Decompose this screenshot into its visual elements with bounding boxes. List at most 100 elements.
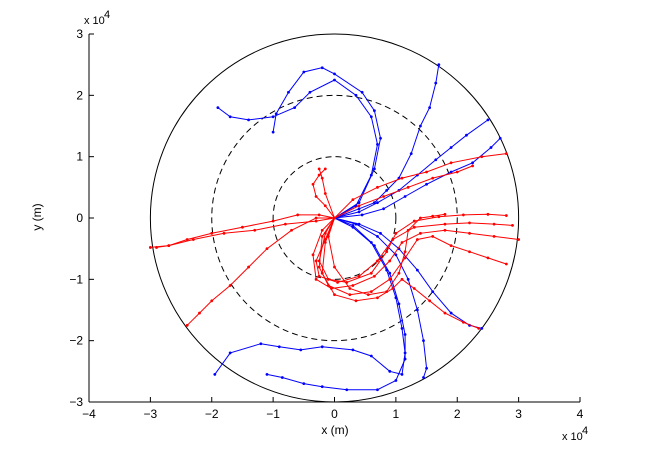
data-point (302, 70, 306, 74)
data-point (388, 259, 392, 263)
x-tick-label: 2 (454, 407, 461, 421)
data-point (428, 299, 432, 303)
data-point (247, 265, 250, 269)
data-point (369, 241, 373, 244)
data-point (336, 281, 339, 284)
data-point (351, 198, 355, 202)
data-point (348, 293, 352, 297)
data-point (394, 296, 398, 300)
series-line (334, 217, 428, 378)
series-red-20 (326, 212, 447, 297)
x-tick-label: 4 (577, 407, 584, 421)
x-axis-label: x (m) (321, 423, 348, 437)
data-point (287, 90, 290, 94)
data-point (422, 376, 425, 379)
data-point (323, 241, 327, 244)
y-tick-label: 0 (76, 211, 83, 225)
data-point (333, 216, 336, 220)
data-point (314, 259, 318, 263)
data-point (360, 213, 364, 217)
x-tick-label: −3 (144, 407, 158, 421)
data-point (333, 293, 336, 297)
data-point (376, 143, 379, 146)
data-point (388, 277, 392, 281)
data-point (382, 207, 385, 211)
data-point (314, 219, 318, 223)
data-point (504, 214, 508, 217)
data-point (400, 241, 404, 244)
data-point (320, 228, 324, 232)
series-red-17 (317, 212, 508, 284)
data-point (155, 246, 158, 249)
y-tick-label: 2 (76, 88, 83, 102)
data-point (320, 345, 324, 349)
series-red-12 (155, 216, 336, 249)
data-point (443, 222, 447, 226)
data-point (326, 277, 330, 281)
data-point (486, 212, 490, 216)
y-axis-label: y (m) (30, 203, 44, 230)
data-point (280, 376, 284, 379)
data-point (437, 63, 441, 67)
data-point (403, 256, 407, 260)
data-point (290, 228, 293, 232)
data-point (406, 228, 410, 232)
data-point (403, 250, 407, 254)
y-exponent-label: x 10 4 (84, 9, 110, 27)
data-point (333, 265, 336, 269)
data-point (314, 277, 318, 281)
data-point (314, 216, 318, 220)
data-point (299, 348, 303, 352)
svg-text:x 10: x 10 (84, 15, 105, 27)
data-point (357, 204, 361, 208)
data-point (480, 327, 484, 330)
data-point (320, 66, 324, 70)
circle-middle (211, 94, 458, 342)
data-point (253, 228, 257, 232)
data-point (492, 235, 496, 238)
data-point (504, 152, 508, 156)
data-point (385, 268, 389, 272)
series-red-15 (333, 164, 474, 220)
series-red-11 (185, 216, 336, 327)
data-point (317, 167, 321, 171)
data-point (415, 238, 419, 241)
data-point (394, 379, 398, 382)
data-point (228, 351, 232, 355)
data-point (431, 235, 435, 238)
data-point (357, 207, 361, 211)
data-point (265, 373, 269, 376)
data-point (271, 219, 275, 223)
data-point (348, 287, 352, 290)
data-point (391, 287, 395, 290)
data-point (489, 146, 493, 149)
data-point (468, 231, 471, 235)
data-point (210, 231, 214, 235)
data-point (317, 213, 321, 217)
data-point (345, 388, 349, 392)
data-point (247, 118, 250, 122)
x-exponent-label: x 10 4 (562, 425, 588, 443)
circle-inner (272, 156, 397, 280)
svg-text:4: 4 (104, 9, 110, 21)
data-point (323, 192, 327, 195)
data-point (498, 136, 502, 140)
data-point (216, 106, 220, 109)
data-point (409, 152, 413, 156)
data-point (274, 112, 278, 116)
y-tick-label: −1 (69, 272, 83, 286)
data-point (302, 382, 306, 385)
data-point (397, 271, 401, 275)
data-point (366, 293, 370, 297)
data-point (385, 250, 389, 254)
series-blue-6 (265, 216, 407, 392)
x-tick-label: 3 (515, 407, 522, 421)
series-line (318, 217, 507, 296)
data-point (461, 320, 465, 324)
data-point (412, 219, 416, 223)
data-point (198, 311, 201, 315)
data-point (449, 311, 453, 315)
y-tick-label: 3 (76, 27, 83, 41)
data-point (369, 115, 373, 119)
data-point (317, 274, 321, 278)
